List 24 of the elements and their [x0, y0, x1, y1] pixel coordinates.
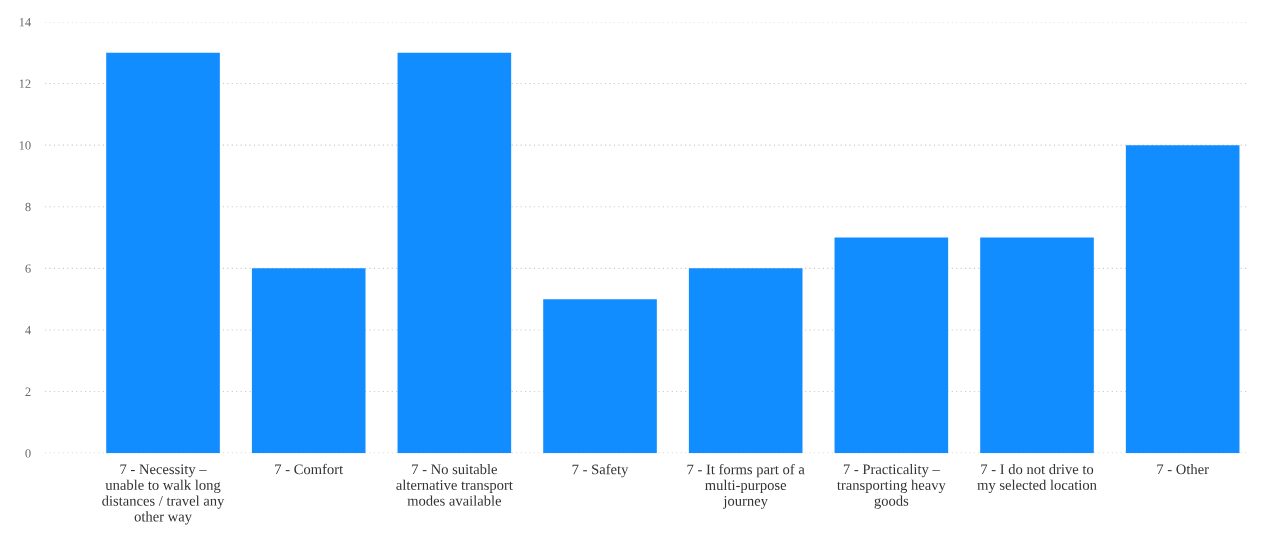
- y-tick-label: 8: [25, 202, 31, 212]
- y-tick-label: 12: [19, 79, 31, 88]
- y-tick-label: 6: [25, 264, 31, 273]
- x-tick-label: 7 - It forms part of a multi-purpose journey: [687, 463, 805, 509]
- y-tick-label: 0: [25, 449, 31, 458]
- bar: [106, 52, 220, 454]
- y-tick-label: 14: [19, 18, 31, 27]
- x-tick-label: 7 - Practicality – transporting heavy goods: [837, 463, 946, 509]
- x-tick-label: 7 - No suitable alternative transport modes available: [396, 463, 513, 506]
- x-tick-label: 7 - Comfort: [275, 463, 344, 475]
- bar: [543, 299, 657, 454]
- bar: [397, 52, 512, 454]
- y-tick-label: 4: [25, 326, 31, 335]
- x-tick-label: 7 - Necessity – unable to walk long distances / travel any other way: [102, 464, 225, 525]
- y-tick-label: 10: [19, 141, 31, 150]
- bar: [251, 268, 366, 454]
- x-tick-label: 7 - Other: [1157, 463, 1209, 475]
- bar: [688, 268, 803, 454]
- x-tick-label: 7 - Safety: [572, 463, 629, 478]
- bar: [980, 237, 1094, 454]
- x-tick-label: 7 - I do not drive to my selected location: [977, 463, 1097, 493]
- y-tick-label: 2: [25, 387, 31, 396]
- bar: [834, 237, 949, 454]
- bar: [1125, 145, 1240, 454]
